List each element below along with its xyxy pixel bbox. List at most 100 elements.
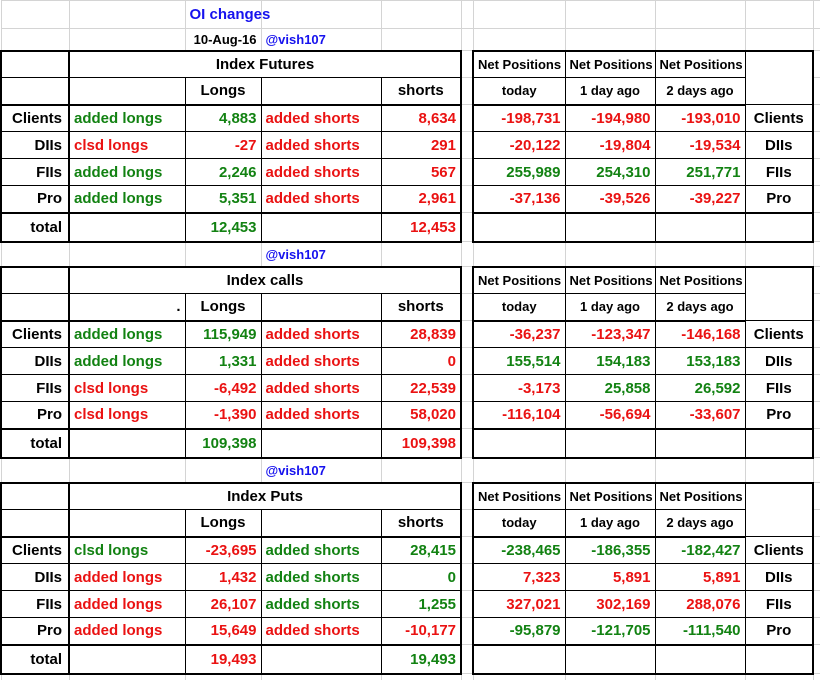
total-value-cell[interactable]: 19,493	[184, 643, 262, 675]
action-cell[interactable]: added shorts	[260, 104, 382, 132]
row-label[interactable]: Clients	[0, 536, 70, 564]
action-cell[interactable]: added shorts	[260, 401, 382, 429]
author-handle[interactable]: @vish107	[260, 457, 382, 483]
net-value-cell[interactable]: -39,227	[654, 185, 746, 213]
total-label[interactable]: total	[0, 211, 70, 243]
net-subheader-1d[interactable]: 1 day ago	[564, 509, 656, 538]
net-header[interactable]: Net Positions	[472, 49, 566, 78]
action-cell[interactable]: added shorts	[260, 590, 382, 618]
total-label[interactable]: total	[0, 643, 70, 675]
value-cell[interactable]: 5,351	[184, 185, 262, 213]
net-value-cell[interactable]: 25,858	[564, 374, 656, 402]
net-value-cell[interactable]: 288,076	[654, 590, 746, 618]
net-value-cell[interactable]: -20,122	[472, 131, 566, 159]
action-cell[interactable]: added shorts	[260, 536, 382, 564]
net-value-cell[interactable]: -111,540	[654, 617, 746, 645]
row-label-right[interactable]: Pro	[744, 617, 814, 645]
author-handle[interactable]: @vish107	[260, 241, 382, 267]
value-cell[interactable]: 8,634	[380, 104, 462, 132]
action-cell[interactable]: clsd longs	[68, 536, 186, 564]
net-value-cell[interactable]: -238,465	[472, 536, 566, 564]
total-value-cell[interactable]: 12,453	[184, 211, 262, 243]
column-header-longs[interactable]: Longs	[184, 509, 262, 538]
row-label[interactable]: FIIs	[0, 374, 70, 402]
net-value-cell[interactable]: 154,183	[564, 347, 656, 375]
section-title[interactable]: Index Futures	[68, 49, 462, 78]
action-cell[interactable]: clsd longs	[68, 374, 186, 402]
net-subheader-today[interactable]: today	[472, 77, 566, 106]
net-value-cell[interactable]: -19,804	[564, 131, 656, 159]
row-label[interactable]: DIIs	[0, 347, 70, 375]
net-value-cell[interactable]: -95,879	[472, 617, 566, 645]
note-cell[interactable]: .	[68, 293, 186, 322]
action-cell[interactable]: added shorts	[260, 347, 382, 375]
action-cell[interactable]: added longs	[68, 563, 186, 591]
action-cell[interactable]: added shorts	[260, 185, 382, 213]
net-value-cell[interactable]: 254,310	[564, 158, 656, 186]
row-label-right[interactable]: FIIs	[744, 158, 814, 186]
net-value-cell[interactable]: -3,173	[472, 374, 566, 402]
row-label-right[interactable]: FIIs	[744, 374, 814, 402]
net-value-cell[interactable]: -56,694	[564, 401, 656, 429]
row-label-right[interactable]: Clients	[744, 104, 814, 132]
net-header[interactable]: Net Positions	[564, 49, 656, 78]
value-cell[interactable]: 22,539	[380, 374, 462, 402]
sheet-title[interactable]: OI changes	[184, 0, 270, 29]
net-value-cell[interactable]: -39,526	[564, 185, 656, 213]
net-value-cell[interactable]: -37,136	[472, 185, 566, 213]
row-label[interactable]: Pro	[0, 401, 70, 429]
action-cell[interactable]: added shorts	[260, 158, 382, 186]
net-header[interactable]: Net Positions	[654, 265, 746, 294]
net-value-cell[interactable]: 255,989	[472, 158, 566, 186]
row-label-right[interactable]: Clients	[744, 320, 814, 348]
action-cell[interactable]: added shorts	[260, 320, 382, 348]
total-label[interactable]: total	[0, 427, 70, 459]
net-value-cell[interactable]: 7,323	[472, 563, 566, 591]
net-value-cell[interactable]: 251,771	[654, 158, 746, 186]
net-subheader-1d[interactable]: 1 day ago	[564, 293, 656, 322]
section-title[interactable]: Index Puts	[68, 481, 462, 510]
value-cell[interactable]: 4,883	[184, 104, 262, 132]
row-label[interactable]: Pro	[0, 185, 70, 213]
action-cell[interactable]: added shorts	[260, 617, 382, 645]
net-header[interactable]: Net Positions	[654, 481, 746, 510]
date-label[interactable]: 10-Aug-16	[184, 28, 262, 51]
column-header-longs[interactable]: Longs	[184, 293, 262, 322]
net-value-cell[interactable]: -116,104	[472, 401, 566, 429]
row-label[interactable]: DIIs	[0, 563, 70, 591]
total-value-cell[interactable]: 12,453	[380, 211, 462, 243]
row-label[interactable]: DIIs	[0, 131, 70, 159]
row-label[interactable]: Clients	[0, 320, 70, 348]
column-header-shorts[interactable]: shorts	[380, 293, 462, 322]
net-value-cell[interactable]: 5,891	[564, 563, 656, 591]
net-value-cell[interactable]: -146,168	[654, 320, 746, 348]
value-cell[interactable]: 1,331	[184, 347, 262, 375]
net-value-cell[interactable]: -33,607	[654, 401, 746, 429]
action-cell[interactable]: clsd longs	[68, 131, 186, 159]
value-cell[interactable]: -10,177	[380, 617, 462, 645]
total-value-cell[interactable]: 19,493	[380, 643, 462, 675]
author-handle[interactable]: @vish107	[260, 28, 382, 51]
net-value-cell[interactable]: -19,534	[654, 131, 746, 159]
row-label[interactable]: FIIs	[0, 590, 70, 618]
row-label-right[interactable]: DIIs	[744, 563, 814, 591]
value-cell[interactable]: 2,246	[184, 158, 262, 186]
net-subheader-2d[interactable]: 2 days ago	[654, 509, 746, 538]
value-cell[interactable]: 1,255	[380, 590, 462, 618]
net-value-cell[interactable]: -36,237	[472, 320, 566, 348]
value-cell[interactable]: 115,949	[184, 320, 262, 348]
value-cell[interactable]: 0	[380, 347, 462, 375]
section-title[interactable]: Index calls	[68, 265, 462, 294]
net-header[interactable]: Net Positions	[564, 481, 656, 510]
net-value-cell[interactable]: 5,891	[654, 563, 746, 591]
value-cell[interactable]: 58,020	[380, 401, 462, 429]
column-header-shorts[interactable]: shorts	[380, 509, 462, 538]
row-label[interactable]: Pro	[0, 617, 70, 645]
action-cell[interactable]: added longs	[68, 104, 186, 132]
total-value-cell[interactable]: 109,398	[184, 427, 262, 459]
row-label-right[interactable]: DIIs	[744, 131, 814, 159]
action-cell[interactable]: added shorts	[260, 131, 382, 159]
action-cell[interactable]: added shorts	[260, 563, 382, 591]
net-value-cell[interactable]: -182,427	[654, 536, 746, 564]
value-cell[interactable]: -1,390	[184, 401, 262, 429]
